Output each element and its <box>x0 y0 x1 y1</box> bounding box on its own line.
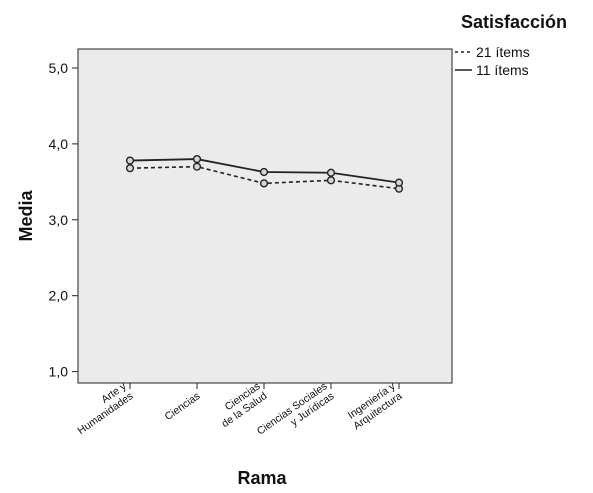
x-axis-title: Rama <box>237 468 287 488</box>
legend-label: 11 ítems <box>476 62 529 78</box>
series-2-point <box>326 168 336 177</box>
x-tick-label: Arte yHumanidades <box>69 380 136 437</box>
legend-title: Satisfacción <box>461 12 567 32</box>
y-tick-label: 2,0 <box>49 288 69 304</box>
series-2-point <box>192 154 202 164</box>
series-2-point <box>394 178 404 187</box>
x-tick-label: Ingeniería yArquitectura <box>344 380 405 433</box>
y-tick-label: 1,0 <box>49 364 69 380</box>
series-1-point <box>259 179 269 188</box>
series-2-point <box>125 156 135 165</box>
plot-area <box>77 48 453 384</box>
x-tick-label: Ciencias <box>163 390 203 423</box>
legend: Satisfacción 21 ítems 11 ítems <box>455 12 567 78</box>
series-1-point <box>125 164 135 173</box>
y-axis-title: Media <box>16 190 36 242</box>
series-1-point <box>192 162 202 171</box>
series-layer <box>125 154 404 193</box>
y-tick-label: 4,0 <box>49 136 69 152</box>
x-axis: Arte yHumanidades Ciencias Cienciasde la S… <box>69 380 405 447</box>
y-tick-label: 3,0 <box>49 212 69 228</box>
series-2-point <box>259 167 269 177</box>
x-tick-label-line: Ciencias <box>163 390 203 423</box>
y-axis: 1,0 2,0 3,0 4,0 5,0 <box>49 60 78 380</box>
legend-label: 21 ítems <box>476 44 530 60</box>
series-1-point <box>326 176 336 185</box>
y-tick-label: 5,0 <box>49 60 69 76</box>
x-tick-label: Ciencias Socialesy Jurídicas <box>255 380 337 447</box>
